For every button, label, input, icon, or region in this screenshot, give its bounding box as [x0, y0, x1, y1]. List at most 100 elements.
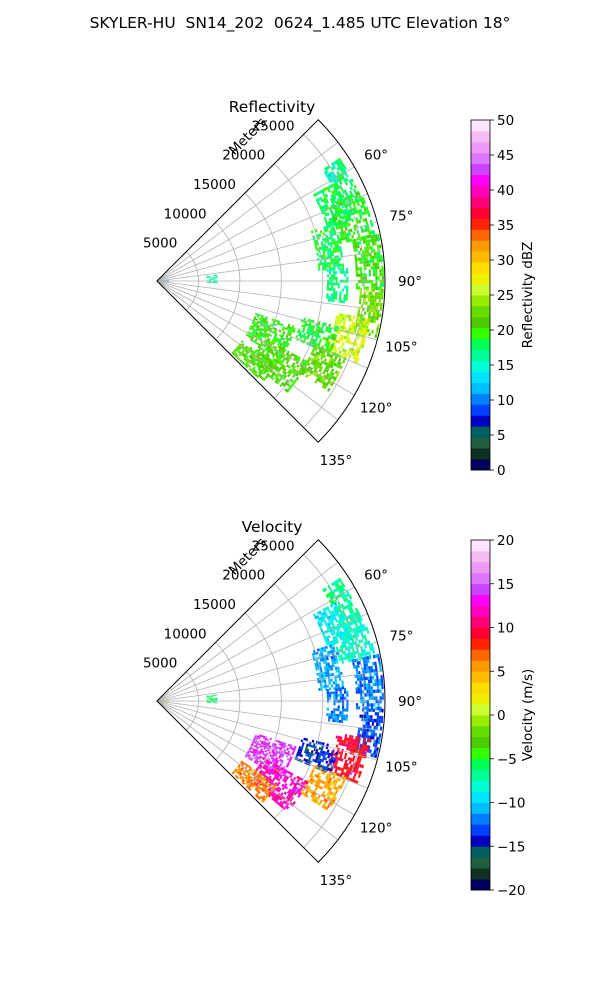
- radar-gate: [331, 238, 334, 242]
- radar-gate: [293, 776, 297, 780]
- radar-gate: [322, 671, 326, 675]
- radar-gate: [334, 790, 338, 795]
- radar-gate: [331, 617, 335, 621]
- radar-gate: [238, 344, 241, 347]
- radar-gate: [354, 739, 358, 743]
- range-tick-label: 5000: [143, 236, 177, 252]
- radar-gate: [277, 796, 281, 800]
- radar-gate: [255, 327, 259, 331]
- radar-gate: [323, 610, 327, 615]
- radar-gate: [259, 358, 263, 362]
- radar-gate: [336, 243, 340, 247]
- radar-gate: [271, 759, 275, 763]
- radar-gate: [348, 347, 352, 352]
- radar-gate: [326, 344, 330, 348]
- radar-gate: [338, 161, 342, 166]
- radar-gate: [339, 613, 343, 618]
- radar-gate: [342, 236, 346, 241]
- radar-gate: [249, 326, 252, 329]
- radar-gate: [237, 348, 241, 351]
- radar-gate: [324, 207, 328, 211]
- radar-gate: [232, 770, 236, 774]
- azimuth-tick-label: 135°: [320, 873, 353, 889]
- radar-gate: [262, 798, 266, 802]
- radar-gate: [366, 689, 369, 694]
- radar-gate: [304, 367, 308, 371]
- radar-gate: [374, 743, 378, 748]
- radar-gate: [378, 244, 382, 249]
- radar-gate: [336, 158, 340, 163]
- radar-gate: [249, 755, 252, 759]
- radar-gate: [346, 340, 350, 344]
- radar-gate: [343, 717, 346, 721]
- radar-gate: [370, 288, 373, 292]
- radar-gate: [274, 362, 278, 366]
- radar-gate: [364, 286, 367, 290]
- radar-gate: [381, 269, 384, 273]
- radar-gate: [336, 170, 340, 175]
- radar-gate: [338, 657, 342, 662]
- radar-gate: [372, 269, 376, 274]
- radar-gate: [284, 388, 288, 392]
- radar-gate: [317, 343, 321, 347]
- radar-gate: [288, 788, 292, 792]
- radar-gate: [275, 777, 279, 781]
- radar-gate: [252, 360, 256, 364]
- radar-gate: [348, 652, 352, 656]
- radar-gate: [340, 201, 344, 206]
- radar-gate: [336, 223, 340, 227]
- radar-gate: [369, 219, 373, 224]
- radar-gate: [258, 736, 262, 739]
- radar-gate: [236, 356, 239, 359]
- radar-gate: [215, 275, 218, 277]
- azimuth-gridline: [156, 166, 355, 282]
- radar-gate: [255, 341, 259, 345]
- radar-gate: [281, 802, 285, 806]
- radar-gate: [358, 251, 361, 255]
- radar-gate: [330, 759, 334, 763]
- radar-gate: [286, 806, 290, 810]
- colorbar-swatch: [471, 448, 490, 460]
- radar-gate: [246, 357, 250, 361]
- radar-gate: [344, 637, 347, 641]
- radar-gate: [246, 360, 250, 364]
- radar-gate: [367, 640, 371, 645]
- radar-gate: [248, 355, 252, 358]
- radar-gate: [283, 785, 287, 789]
- radar-gate: [328, 323, 332, 328]
- radar-gate: [323, 167, 328, 172]
- radar-gate: [327, 622, 331, 627]
- radar-gate: [349, 741, 353, 745]
- radar-gate: [239, 769, 242, 773]
- radar-gate: [347, 213, 351, 217]
- radar-gate: [366, 731, 369, 736]
- radar-gate: [263, 790, 267, 794]
- radar-gate: [279, 362, 283, 366]
- range-tick-label: 15000: [193, 597, 236, 613]
- radar-gate: [271, 793, 275, 798]
- radar-gate: [254, 751, 257, 754]
- radar-gate: [289, 354, 293, 358]
- radar-gate: [288, 365, 292, 369]
- radar-gate: [339, 611, 344, 616]
- radar-gate: [325, 674, 328, 677]
- radar-gate: [269, 770, 273, 774]
- radar-gate: [234, 768, 238, 771]
- radar-gate: [317, 680, 320, 684]
- radar-gate: [259, 335, 262, 339]
- radar-gate: [379, 269, 382, 273]
- radar-gate: [339, 645, 343, 649]
- radar-gate: [338, 361, 343, 366]
- radar-gate: [318, 365, 322, 369]
- radar-gate: [332, 613, 336, 618]
- radar-gate: [348, 198, 352, 203]
- azimuth-tick-label: 120°: [360, 401, 393, 417]
- radar-gate: [327, 366, 331, 371]
- radar-gate: [329, 768, 333, 772]
- radar-gate: [317, 321, 321, 325]
- radar-gate: [341, 635, 344, 639]
- radar-gate: [328, 691, 332, 695]
- radar-gate: [326, 293, 329, 296]
- radar-gate: [366, 263, 369, 267]
- radar-gate: [247, 334, 250, 338]
